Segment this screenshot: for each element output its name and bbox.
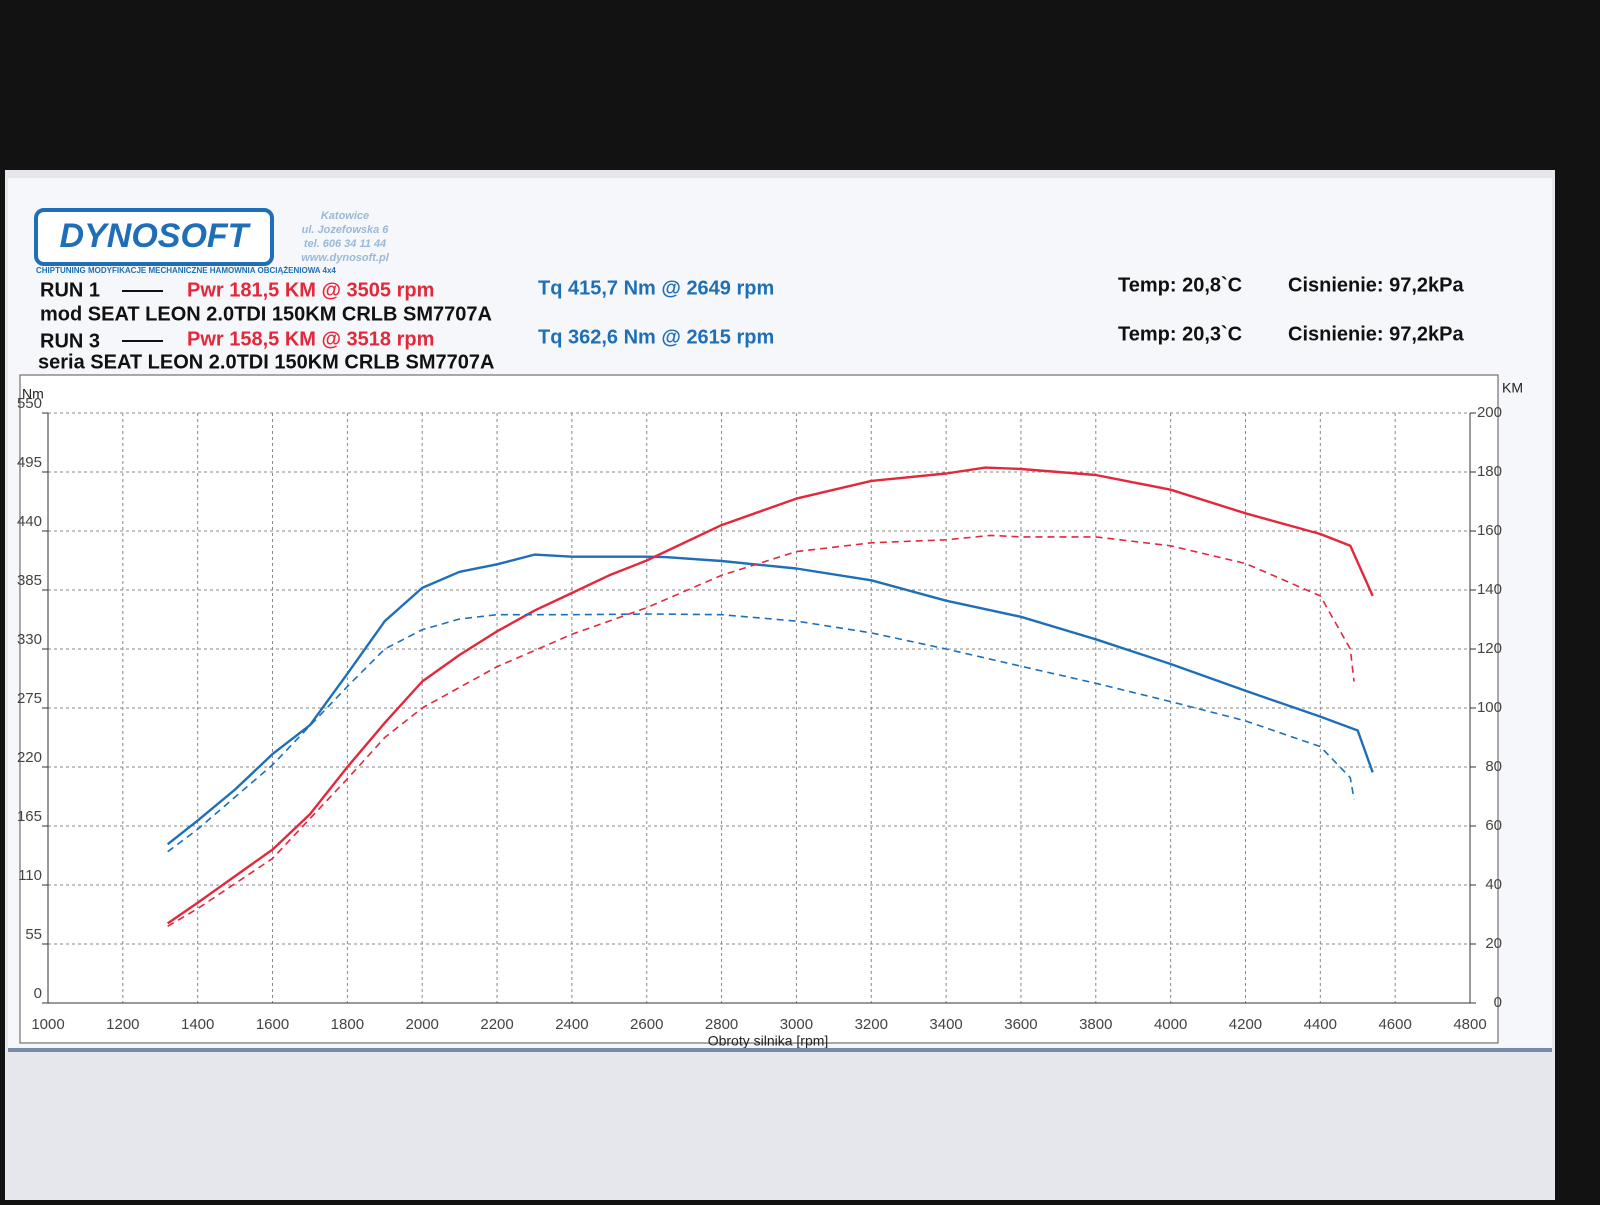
address-line: ul. Jozefowska 6 xyxy=(302,224,390,236)
address-line: Katowice xyxy=(321,210,369,222)
y2-tick-label: 80 xyxy=(1485,758,1502,775)
series-line xyxy=(167,466,1374,925)
pressure: Cisnienie: 97,2kPa xyxy=(1288,274,1465,296)
run-description: seria SEAT LEON 2.0TDI 150KM CRLB SM7707… xyxy=(38,351,494,373)
x-tick-label: 2400 xyxy=(555,1016,588,1033)
y-tick-label: 550 xyxy=(17,395,42,412)
x-tick-label: 2800 xyxy=(705,1016,738,1033)
x-tick-label: 2600 xyxy=(630,1016,663,1033)
series-line xyxy=(167,534,1355,927)
torque-peak: Tq 415,7 Nm @ 2649 rpm xyxy=(538,277,774,299)
y2-tick-label: 60 xyxy=(1485,817,1502,834)
x-tick-label: 3000 xyxy=(780,1016,813,1033)
y-tick-label: 275 xyxy=(17,690,42,707)
y2-tick-label: 40 xyxy=(1485,876,1502,893)
y-tick-label: 0 xyxy=(34,985,42,1002)
y-tick-label: 55 xyxy=(25,926,42,943)
run-label: RUN 3 xyxy=(40,330,100,352)
y-tick-label: 110 xyxy=(18,867,42,884)
series-line xyxy=(167,613,1355,853)
x-tick-label: 1000 xyxy=(31,1016,64,1033)
y2-tick-label: 200 xyxy=(1477,404,1502,421)
y-tick-label: 385 xyxy=(17,572,42,589)
logo-box xyxy=(34,208,274,266)
x-tick-label: 4200 xyxy=(1229,1016,1262,1033)
pressure: Cisnienie: 97,2kPa xyxy=(1288,323,1465,345)
y-tick-label: 440 xyxy=(17,513,42,530)
x-tick-label: 4600 xyxy=(1378,1016,1411,1033)
x-tick-label: 1800 xyxy=(331,1016,364,1033)
power-peak: Pwr 181,5 KM @ 3505 rpm xyxy=(187,279,434,301)
x-tick-label: 2000 xyxy=(406,1016,439,1033)
address-line: tel. 606 34 11 44 xyxy=(304,238,386,250)
temperature: Temp: 20,3`C xyxy=(1118,323,1242,345)
x-tick-label: 1600 xyxy=(256,1016,289,1033)
x-tick-label: 1400 xyxy=(181,1016,214,1033)
x-tick-label: 3800 xyxy=(1079,1016,1112,1033)
x-tick-label: 3400 xyxy=(929,1016,962,1033)
run-label: RUN 1 xyxy=(40,279,100,301)
y2-tick-label: 0 xyxy=(1494,994,1502,1011)
y-tick-label: 220 xyxy=(17,749,42,766)
torque-peak: Tq 362,6 Nm @ 2615 rpm xyxy=(538,326,774,348)
x-tick-label: 1200 xyxy=(106,1016,139,1033)
y2-axis-label: KM xyxy=(1502,380,1523,396)
address-line: www.dynosoft.pl xyxy=(301,252,390,264)
run-description: mod SEAT LEON 2.0TDI 150KM CRLB SM7707A xyxy=(40,303,492,325)
y2-tick-label: 20 xyxy=(1485,935,1502,952)
y2-tick-label: 100 xyxy=(1477,699,1502,716)
plot-frame xyxy=(19,374,1499,1044)
sheet-edge xyxy=(8,1048,1552,1052)
temperature: Temp: 20,8`C xyxy=(1118,274,1242,296)
x-tick-label: 2200 xyxy=(480,1016,513,1033)
logo: DYNOSOFT xyxy=(60,217,252,255)
x-tick-label: 3600 xyxy=(1004,1016,1037,1033)
y-tick-label: 165 xyxy=(17,808,42,825)
y2-tick-label: 160 xyxy=(1477,522,1502,539)
x-tick-label: 4000 xyxy=(1154,1016,1187,1033)
y-axis-label: Nm xyxy=(22,386,44,402)
power-peak: Pwr 158,5 KM @ 3518 rpm xyxy=(187,328,434,350)
y-tick-label: 495 xyxy=(17,454,42,471)
series-line xyxy=(166,553,1374,846)
y-tick-label: 330 xyxy=(17,631,42,648)
tagline: CHIPTUNING MODYFIKACJE MECHANICZNE HAMOW… xyxy=(36,266,336,275)
y2-tick-label: 140 xyxy=(1477,581,1502,598)
y2-tick-label: 120 xyxy=(1477,640,1502,657)
x-tick-label: 3200 xyxy=(855,1016,888,1033)
x-axis-label: Obroty silnika [rpm] xyxy=(708,1033,829,1049)
x-tick-label: 4800 xyxy=(1453,1016,1486,1033)
y2-tick-label: 180 xyxy=(1477,463,1502,480)
x-tick-label: 4400 xyxy=(1304,1016,1337,1033)
